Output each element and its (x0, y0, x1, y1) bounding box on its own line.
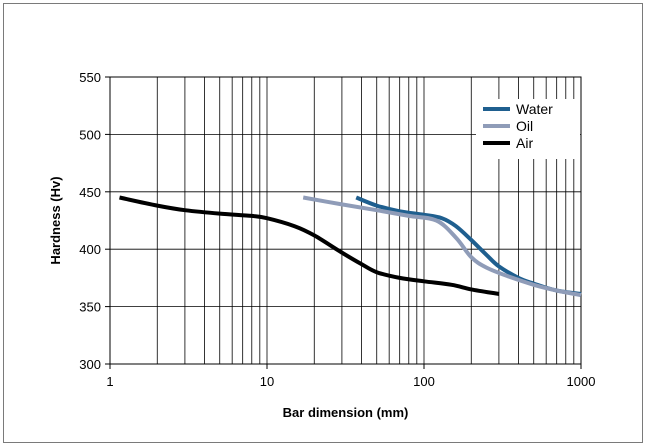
x-tick-label: 1 (106, 374, 113, 389)
y-tick-label: 500 (79, 127, 101, 142)
x-tick-label: 10 (260, 374, 274, 389)
x-axis-label: Bar dimension (mm) (283, 405, 409, 420)
y-tick-label: 300 (79, 357, 101, 372)
series-lines (119, 195, 582, 298)
grid (110, 77, 581, 364)
y-tick-label: 450 (79, 185, 101, 200)
x-tick-label: 1000 (567, 374, 596, 389)
y-tick-label: 400 (79, 242, 101, 257)
y-axis-label: Hardness (Hv) (48, 176, 63, 264)
y-axis-ticks: 300 350 400 450 500 550 (79, 70, 110, 372)
x-axis-ticks: 1 10 100 1000 (106, 364, 595, 389)
y-tick-label: 550 (79, 70, 101, 85)
x-tick-label: 100 (413, 374, 435, 389)
series-air-line (119, 195, 500, 296)
legend-label-water: Water (516, 101, 553, 117)
series-oil-line (302, 195, 582, 298)
plot-area-border (109, 76, 582, 365)
hardness-chart: 1 10 100 1000 300 350 400 450 500 550 WaterOilAi… (48, 70, 595, 420)
chart-frame: 1 10 100 1000 300 350 400 450 500 550 Water Oil Ai… (3, 3, 643, 443)
y-tick-label: 350 (79, 300, 101, 315)
legend-label-air: Air (516, 135, 533, 151)
legend-label-oil: Oil (516, 118, 533, 134)
